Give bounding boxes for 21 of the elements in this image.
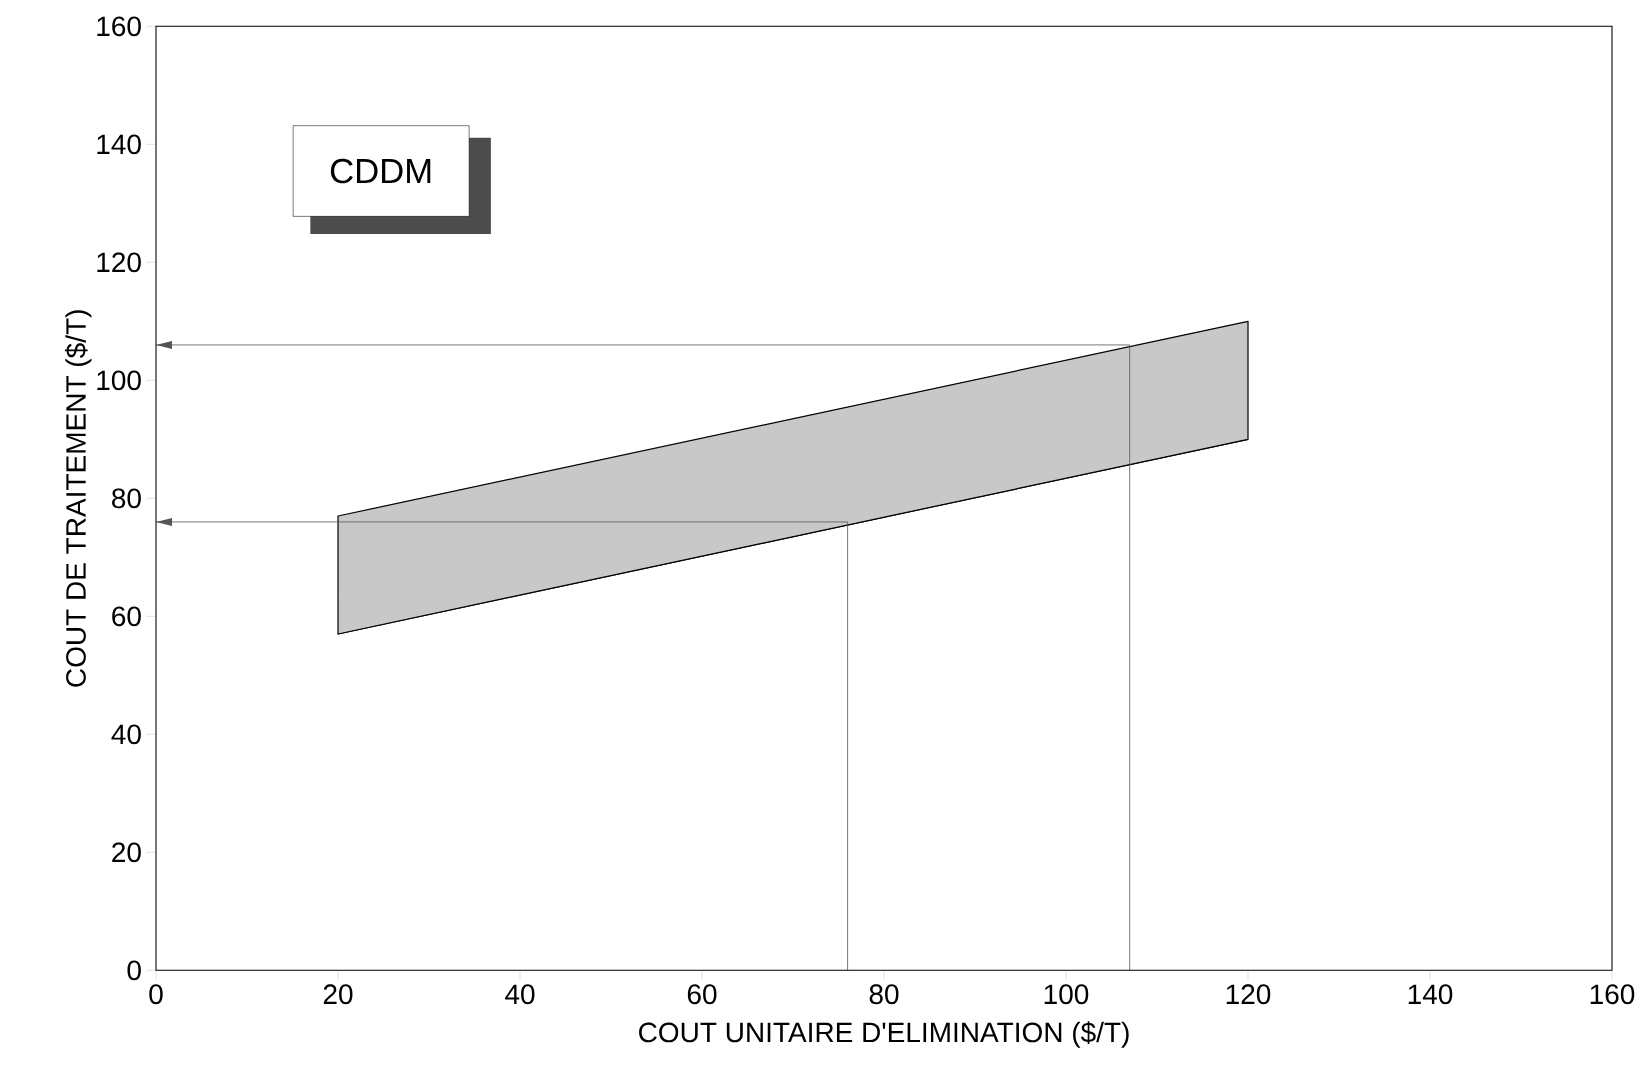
- y-tick-label: 80: [112, 488, 141, 509]
- x-tick-label: 60: [687, 984, 717, 1005]
- y-axis-title: COUT DE TRAITEMENT ($/T): [64, 310, 92, 687]
- x-tick-label: 40: [505, 984, 535, 1005]
- y-tick-label: 0: [127, 960, 141, 981]
- x-axis-title: COUT UNITAIRE D'ELIMINATION ($/T): [639, 1021, 1129, 1048]
- y-tick-label: 20: [112, 842, 141, 863]
- y-tick-label: 160: [97, 16, 141, 37]
- annotation: CDDM: [330, 158, 431, 184]
- x-tick-label: 80: [869, 984, 899, 1005]
- x-tick-label: 140: [1408, 984, 1453, 1005]
- y-tick-label: 100: [97, 370, 141, 391]
- y-tick-label: 40: [111, 724, 141, 745]
- y-tick-label: 140: [97, 134, 141, 155]
- x-tick-label: 20: [323, 984, 353, 1005]
- x-tick-label: 160: [1590, 984, 1635, 1005]
- x-tick-label: 100: [1044, 984, 1089, 1005]
- x-tick-label: 120: [1226, 984, 1271, 1005]
- y-tick-label: 60: [112, 606, 141, 627]
- x-tick-label: 0: [149, 984, 163, 1005]
- y-tick-label: 120: [97, 252, 141, 273]
